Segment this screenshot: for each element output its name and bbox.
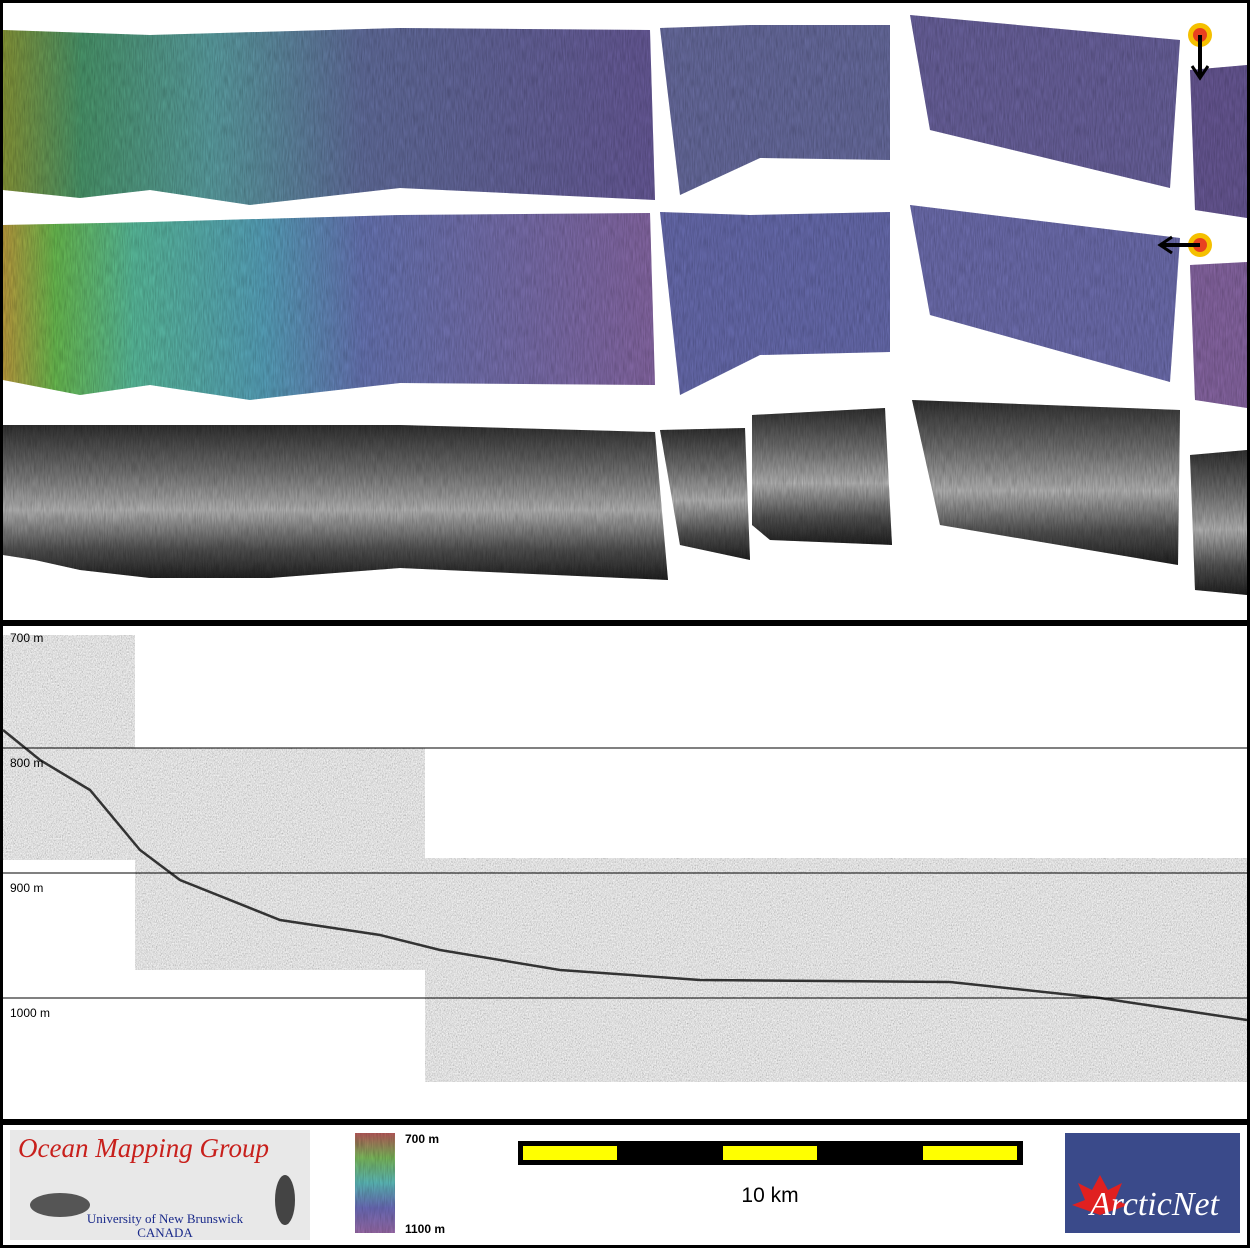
depth-lines <box>3 747 1247 999</box>
depth-label: 700 m <box>10 631 43 645</box>
depth-label: 900 m <box>10 881 43 895</box>
group-logo: Ocean Mapping Group University of New Br… <box>10 1130 310 1240</box>
scale-bar <box>518 1141 1023 1165</box>
partner-name: ArcticNet <box>1088 1186 1221 1223</box>
depth-label: 1000 m <box>10 1006 50 1020</box>
country: CANADA <box>137 1225 193 1240</box>
colorbar-top-label: 700 m <box>405 1132 439 1146</box>
colorbar-bottom-label: 1100 m <box>405 1222 445 1236</box>
partner-logo: ArcticNet <box>1065 1133 1240 1233</box>
depth-label: 800 m <box>10 756 43 770</box>
sun-indicator <box>1157 23 1212 257</box>
backscatter <box>3 400 1247 595</box>
group-title: Ocean Mapping Group <box>18 1133 269 1163</box>
university: University of New Brunswick <box>87 1211 244 1226</box>
seabed-trace <box>2 729 1248 1022</box>
bathymetry-sun-east <box>3 205 1247 408</box>
bathymetry-sun-north <box>3 15 1247 218</box>
colorbar <box>355 1133 395 1233</box>
scale-label: 10 km <box>741 1184 798 1207</box>
